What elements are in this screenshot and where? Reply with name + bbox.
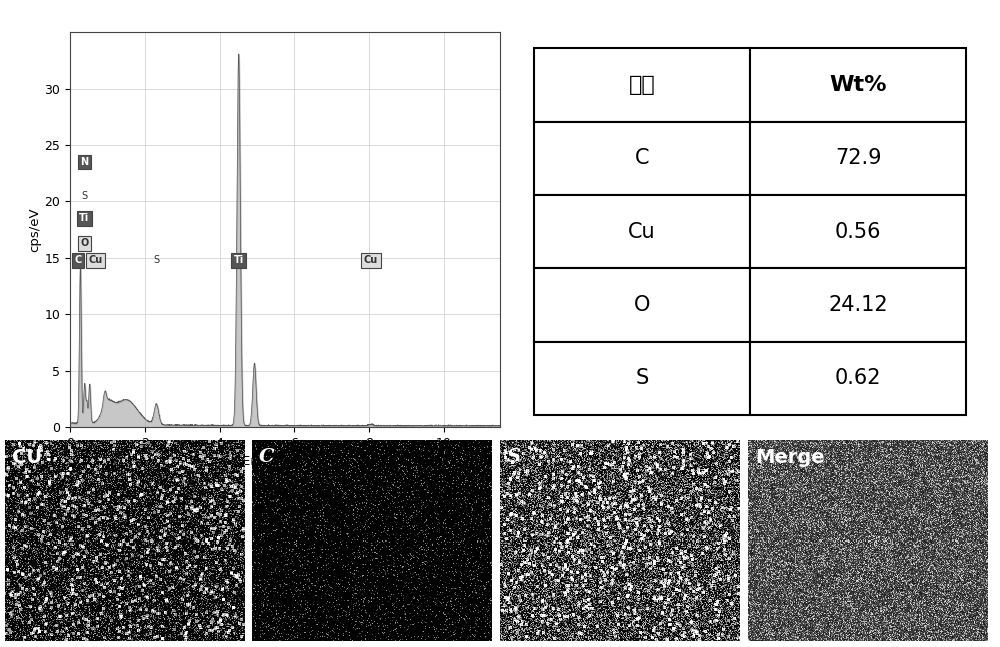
Text: O: O: [80, 238, 88, 248]
Text: N: N: [80, 157, 88, 167]
Text: S: S: [81, 191, 87, 201]
Text: S: S: [153, 255, 159, 265]
Y-axis label: cps/eV: cps/eV: [29, 208, 42, 252]
Text: Cu: Cu: [364, 255, 378, 265]
Text: CU: CU: [12, 448, 42, 467]
Text: Ti: Ti: [234, 255, 244, 265]
Text: C: C: [75, 255, 82, 265]
Text: Cu: Cu: [88, 255, 103, 265]
Text: Ti: Ti: [79, 214, 89, 223]
Text: Merge: Merge: [755, 448, 825, 467]
X-axis label: Energy [keV]: Energy [keV]: [242, 455, 328, 468]
Text: C: C: [259, 448, 275, 466]
Text: S: S: [507, 448, 521, 466]
